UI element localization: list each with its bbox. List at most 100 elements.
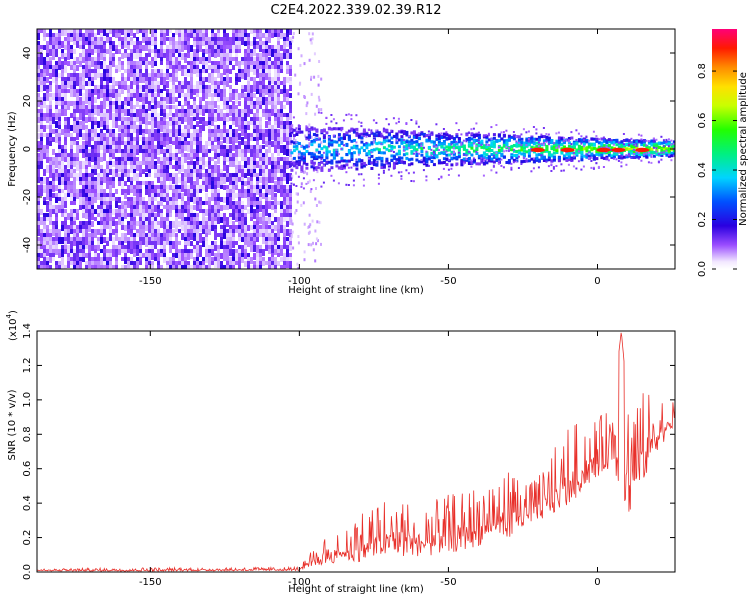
spectrogram-cell (286, 145, 289, 151)
spectrogram-cell (325, 155, 329, 159)
spectrogram-cell (133, 205, 136, 211)
spectrogram-cell (160, 149, 163, 154)
spectrogram-cell (238, 193, 241, 197)
spectrogram-cell (187, 33, 190, 40)
spectrogram-cell (286, 133, 289, 138)
spectrogram-cell (238, 69, 241, 73)
spectrogram-cell (244, 129, 247, 133)
spectrogram-cell (181, 221, 184, 226)
spectrogram-cell (277, 245, 280, 252)
spectrogram-cell (450, 143, 453, 146)
spectrogram-cell (294, 211, 297, 215)
spectrogram-cell (229, 53, 232, 57)
spectrogram-cell (46, 245, 49, 252)
spectrogram-cell (289, 85, 292, 91)
spectrogram-cell (268, 177, 271, 183)
spectrogram-cell (58, 177, 61, 182)
spectrogram-cell (390, 174, 393, 177)
spectrogram-cell (452, 150, 455, 153)
spectrogram-cell (115, 161, 118, 166)
spectrogram-cell (477, 136, 481, 140)
spectrogram-cell (184, 93, 187, 100)
spectrogram-cell (247, 125, 250, 130)
spectrogram-cell (73, 233, 76, 238)
spectrogram-cell (256, 189, 259, 195)
spectrogram-cell (294, 73, 297, 77)
spectrogram-cell (148, 205, 151, 211)
spectrogram-cell (187, 189, 190, 193)
spectrogram-cell (289, 29, 292, 35)
spectrogram-cell (330, 114, 333, 116)
spectrogram-cell (268, 185, 271, 189)
spectrogram-cell (238, 245, 241, 252)
spectrogram-cell (235, 97, 238, 104)
spectrogram-cell (202, 125, 205, 131)
spectrogram-cell (430, 156, 434, 160)
spectrogram-cell (342, 159, 346, 163)
spectrogram-cell (283, 105, 286, 109)
spectrogram-cell (49, 205, 52, 209)
spectrogram-cell (184, 45, 187, 50)
spectrogram-cell (64, 173, 67, 178)
spectrogram-cell (317, 162, 321, 166)
spectrogram-cell (103, 213, 106, 220)
spectrogram-cell (178, 93, 181, 98)
spectrogram-cell (445, 163, 448, 166)
spectrogram-cell (61, 65, 64, 71)
spectrogram-cell (305, 125, 308, 128)
spectrogram-cell (315, 155, 319, 159)
spectrogram-cell (178, 221, 181, 227)
spectrogram-cell (265, 113, 268, 120)
spectrogram-cell (124, 133, 127, 137)
spectrogram-cell (485, 153, 489, 157)
spectrogram-cell (163, 173, 166, 181)
spectrogram-cell (497, 160, 500, 163)
spectrogram-cell (430, 160, 434, 163)
spectrogram-cell (112, 221, 115, 226)
spectrogram-cell (250, 173, 253, 180)
spectrogram-cell (190, 233, 193, 240)
spectrogram-cell (289, 133, 292, 140)
spectrogram-cell (310, 41, 313, 45)
spectrogram-cell (302, 163, 304, 167)
spectrogram-cell (196, 53, 199, 59)
spectrogram-cell (40, 77, 43, 84)
spectrogram-cell (208, 53, 211, 60)
spectrogram-cell (455, 142, 459, 146)
spectrogram-cell (382, 165, 386, 169)
spectrogram-cell (229, 193, 232, 199)
spectrogram-cell (130, 189, 133, 193)
spectrogram-cell (235, 149, 238, 157)
spectrogram-cell (115, 237, 118, 241)
spectrogram-cell (262, 165, 265, 169)
spectrogram-cell (462, 146, 466, 150)
spectrogram-cell (223, 125, 226, 129)
spectrogram-cell (58, 149, 61, 155)
spectrogram-cell (422, 132, 426, 136)
spectrogram-cell (335, 160, 339, 164)
spectrogram-cell (220, 225, 223, 232)
spectrogram-cell (238, 237, 241, 241)
spectrogram-cell (300, 168, 304, 171)
spectrogram-cell (184, 41, 187, 46)
spectrogram-cell (311, 32, 314, 36)
spectrogram-cell (502, 150, 505, 153)
spectrogram-cell (46, 125, 49, 129)
spectrogram-cell (43, 201, 46, 205)
spectrogram-cell (88, 189, 91, 194)
spectrogram-cell (462, 144, 466, 148)
spectrogram-cell (127, 221, 130, 227)
spectrogram-cell (420, 145, 423, 147)
spectrogram-cell (250, 181, 253, 185)
spectrogram-cell (184, 101, 187, 106)
spectrogram-cell (145, 121, 148, 128)
spectrogram-cell (181, 29, 184, 36)
spectrogram-cell (247, 97, 250, 102)
spectrogram-cell (310, 92, 313, 96)
spectrogram-cell (82, 125, 85, 130)
spectrogram-cell (229, 213, 232, 218)
spectrogram-cell (79, 29, 82, 35)
spectrogram-cell (250, 265, 253, 269)
spectrogram-cell (244, 213, 247, 218)
spectrogram-cell (265, 105, 268, 109)
